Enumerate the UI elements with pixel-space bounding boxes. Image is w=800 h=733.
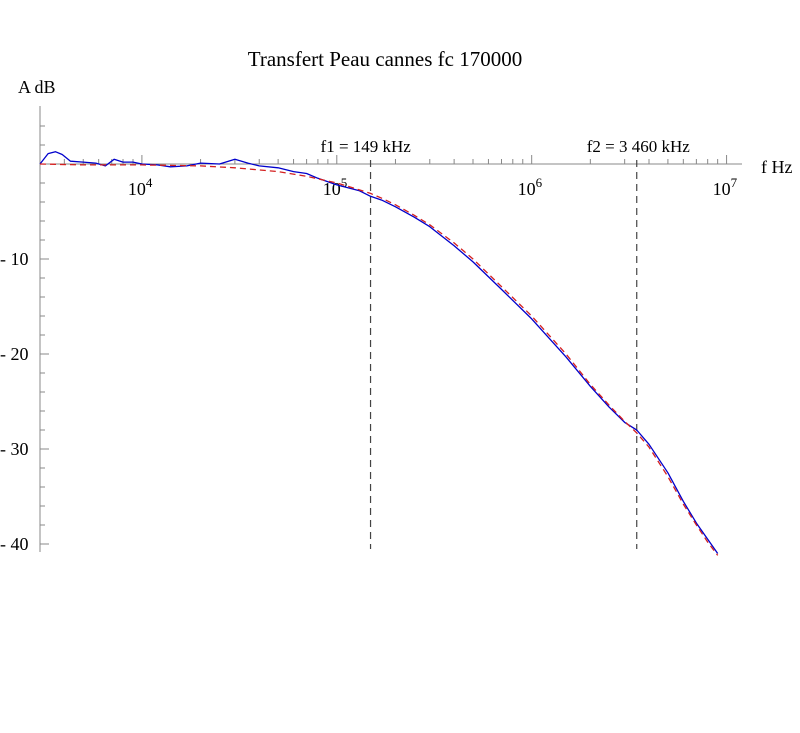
x-tick-label: 107	[713, 175, 738, 199]
x-tick-label: 105	[323, 175, 348, 199]
y-tick-label: - 40	[0, 534, 29, 554]
reference-line-label: f2 = 3 460 kHz	[587, 137, 691, 156]
y-axis-label: A dB	[18, 77, 56, 97]
y-tick-labels: - 10 - 20 - 30 - 40	[0, 249, 29, 554]
reference-line-label: f1 = 149 kHz	[321, 137, 412, 156]
y-tick-label: - 10	[0, 249, 29, 269]
x-tick-label: 106	[518, 175, 543, 199]
minor-ticks	[39, 125, 728, 545]
chart-title: Transfert Peau cannes fc 170000	[248, 47, 523, 71]
x-tick-label: 104	[128, 175, 153, 199]
measured-curve	[39, 151, 719, 554]
model-curve	[39, 163, 719, 556]
y-tick-label: - 30	[0, 439, 29, 459]
x-axis-label: f Hz	[761, 157, 792, 177]
series-layer	[39, 151, 719, 556]
y-tick-label: - 20	[0, 344, 29, 364]
x-tick-labels: 104 105 106 107	[128, 175, 738, 199]
reference-lines: f1 = 149 kHz f2 = 3 460 kHz	[321, 137, 691, 549]
